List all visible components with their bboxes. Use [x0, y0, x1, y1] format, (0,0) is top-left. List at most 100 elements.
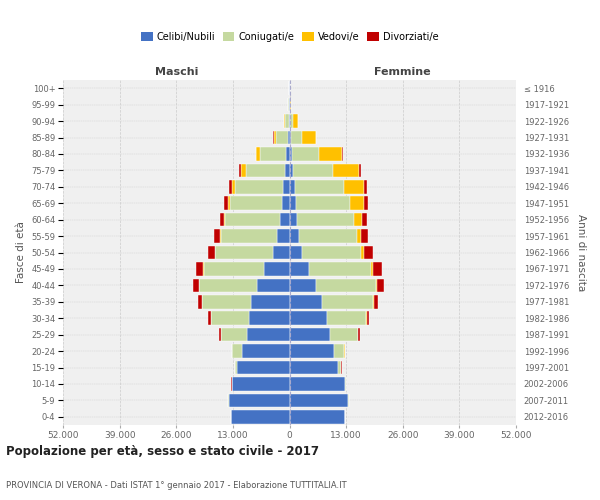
Bar [290, 410, 345, 424]
Bar [224, 196, 227, 210]
Bar [196, 262, 203, 276]
Bar [290, 377, 345, 390]
Bar [229, 394, 290, 407]
Bar [329, 328, 358, 342]
Bar [221, 230, 277, 243]
Bar [229, 180, 232, 194]
Bar [290, 114, 293, 128]
Bar [290, 312, 326, 325]
Text: Popolazione per età, sesso e stato civile - 2017: Popolazione per età, sesso e stato civil… [6, 445, 319, 458]
Bar [344, 180, 364, 194]
Bar [256, 147, 260, 160]
Bar [237, 361, 290, 374]
Bar [326, 312, 366, 325]
Bar [250, 312, 290, 325]
Bar [226, 213, 280, 226]
Bar [373, 262, 382, 276]
Bar [290, 295, 322, 308]
Bar [288, 98, 289, 112]
Bar [257, 278, 290, 292]
Bar [274, 131, 276, 144]
Bar [290, 394, 349, 407]
Bar [354, 213, 362, 226]
Bar [302, 131, 316, 144]
Bar [316, 278, 376, 292]
Bar [290, 98, 291, 112]
Bar [235, 180, 283, 194]
Bar [290, 328, 329, 342]
Bar [299, 230, 356, 243]
Bar [219, 328, 221, 342]
Bar [338, 361, 341, 374]
Bar [295, 180, 344, 194]
Bar [293, 164, 334, 177]
Bar [364, 196, 368, 210]
Bar [377, 278, 383, 292]
Bar [239, 164, 241, 177]
Bar [245, 164, 285, 177]
Bar [290, 246, 302, 259]
Bar [227, 196, 230, 210]
Bar [220, 213, 224, 226]
Bar [290, 180, 295, 194]
Bar [298, 213, 354, 226]
Bar [364, 246, 373, 259]
Bar [215, 246, 273, 259]
Bar [264, 262, 290, 276]
Bar [290, 213, 298, 226]
Bar [199, 295, 202, 308]
Bar [371, 262, 373, 276]
Bar [232, 180, 235, 194]
Bar [309, 262, 371, 276]
Bar [289, 114, 290, 128]
Bar [199, 278, 257, 292]
Bar [214, 230, 220, 243]
Bar [193, 278, 199, 292]
Bar [293, 114, 298, 128]
Text: Femmine: Femmine [374, 66, 431, 76]
Bar [356, 230, 361, 243]
Bar [361, 246, 364, 259]
Bar [247, 328, 290, 342]
Bar [211, 312, 250, 325]
Text: Maschi: Maschi [155, 66, 198, 76]
Bar [373, 295, 374, 308]
Bar [290, 131, 291, 144]
Bar [302, 246, 361, 259]
Bar [290, 344, 334, 358]
Bar [290, 196, 296, 210]
Bar [334, 164, 359, 177]
Bar [290, 147, 292, 160]
Bar [242, 344, 290, 358]
Bar [273, 246, 290, 259]
Bar [342, 147, 343, 160]
Y-axis label: Anni di nascita: Anni di nascita [575, 214, 586, 291]
Bar [232, 344, 242, 358]
Bar [367, 312, 369, 325]
Legend: Celibi/Nubili, Coniugati/e, Vedovi/e, Divorziati/e: Celibi/Nubili, Coniugati/e, Vedovi/e, Di… [137, 28, 442, 46]
Bar [292, 147, 319, 160]
Bar [282, 196, 290, 210]
Bar [208, 312, 211, 325]
Bar [235, 361, 237, 374]
Bar [230, 410, 290, 424]
Bar [319, 147, 342, 160]
Bar [364, 180, 367, 194]
Bar [296, 196, 350, 210]
Bar [290, 361, 338, 374]
Bar [224, 213, 226, 226]
Bar [286, 147, 290, 160]
Bar [276, 131, 288, 144]
Bar [284, 114, 285, 128]
Bar [204, 262, 264, 276]
Bar [208, 246, 215, 259]
Bar [202, 295, 251, 308]
Bar [277, 230, 290, 243]
Bar [358, 328, 359, 342]
Bar [230, 196, 282, 210]
Bar [260, 147, 286, 160]
Bar [322, 295, 373, 308]
Bar [290, 164, 293, 177]
Bar [362, 213, 367, 226]
Bar [290, 278, 316, 292]
